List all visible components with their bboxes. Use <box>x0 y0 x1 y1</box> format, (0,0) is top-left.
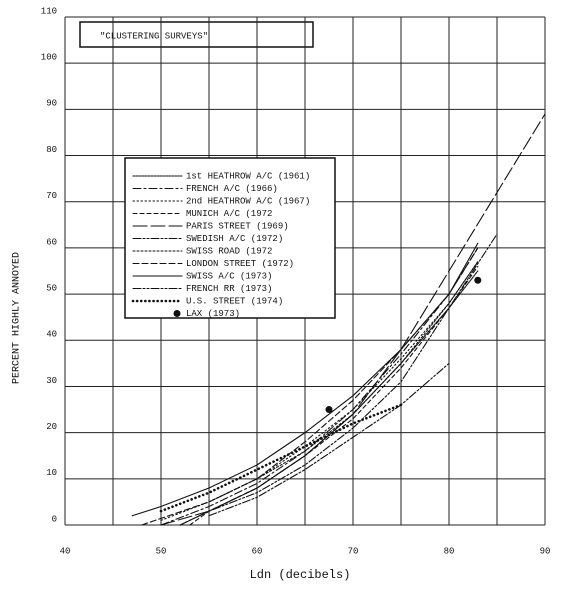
series-line <box>131 242 479 517</box>
legend-label: U.S. STREET (1974) <box>186 296 283 306</box>
series-line <box>179 233 498 526</box>
x-tick-label: 90 <box>540 546 551 556</box>
series-line <box>159 403 403 513</box>
y-tick-label: 0 <box>52 514 57 524</box>
x-tick-label: 60 <box>252 546 263 556</box>
y-tick-label: 40 <box>46 330 57 340</box>
series-line <box>208 261 479 503</box>
x-tick-label: 40 <box>60 546 71 556</box>
y-tick-label: 70 <box>46 191 57 201</box>
legend-label: FRENCH RR (1973) <box>186 284 272 294</box>
y-tick-label: 90 <box>46 99 57 109</box>
legend-label: LAX (1973) <box>186 309 240 319</box>
data-point <box>325 406 333 414</box>
y-tick-label: 80 <box>46 145 57 155</box>
series-line <box>189 265 479 526</box>
y-tick-label: 50 <box>46 283 57 293</box>
x-tick-label: 80 <box>444 546 455 556</box>
legend-label: SWISS ROAD (1972 <box>186 246 272 256</box>
legend-label: 2nd HEATHROW A/C (1967) <box>186 196 310 206</box>
x-tick-label: 50 <box>156 546 167 556</box>
legend-label: MUNICH A/C (1972 <box>186 209 272 219</box>
legend-swatch <box>173 310 181 317</box>
chart-title: "CLUSTERING SURVEYS" <box>100 31 208 41</box>
x-tick-label: 70 <box>348 546 359 556</box>
legend-box <box>124 157 336 319</box>
legend-label: SWEDISH A/C (1972) <box>186 234 283 244</box>
y-tick-label: 60 <box>46 237 57 247</box>
y-axis-label: PERCENT HIGHLY ANNOYED <box>12 252 23 384</box>
y-tick-label: 20 <box>46 422 57 432</box>
x-axis-label: Ldn (decibels) <box>250 568 351 582</box>
y-tick-label: 10 <box>46 468 57 478</box>
y-tick-label: 30 <box>46 376 57 386</box>
y-tick-label: 110 <box>41 6 57 16</box>
legend-label: PARIS STREET (1969) <box>186 221 289 231</box>
legend-label: LONDON STREET (1972) <box>186 259 294 269</box>
y-tick-label: 100 <box>41 53 57 63</box>
legend-label: SWISS A/C (1973) <box>186 271 272 281</box>
series-line <box>208 362 450 517</box>
title-box <box>79 21 314 48</box>
legend-label: 1st HEATHROW A/C (1961) <box>186 171 310 181</box>
data-point <box>474 276 482 284</box>
legend-label: FRENCH A/C (1966) <box>186 184 278 194</box>
